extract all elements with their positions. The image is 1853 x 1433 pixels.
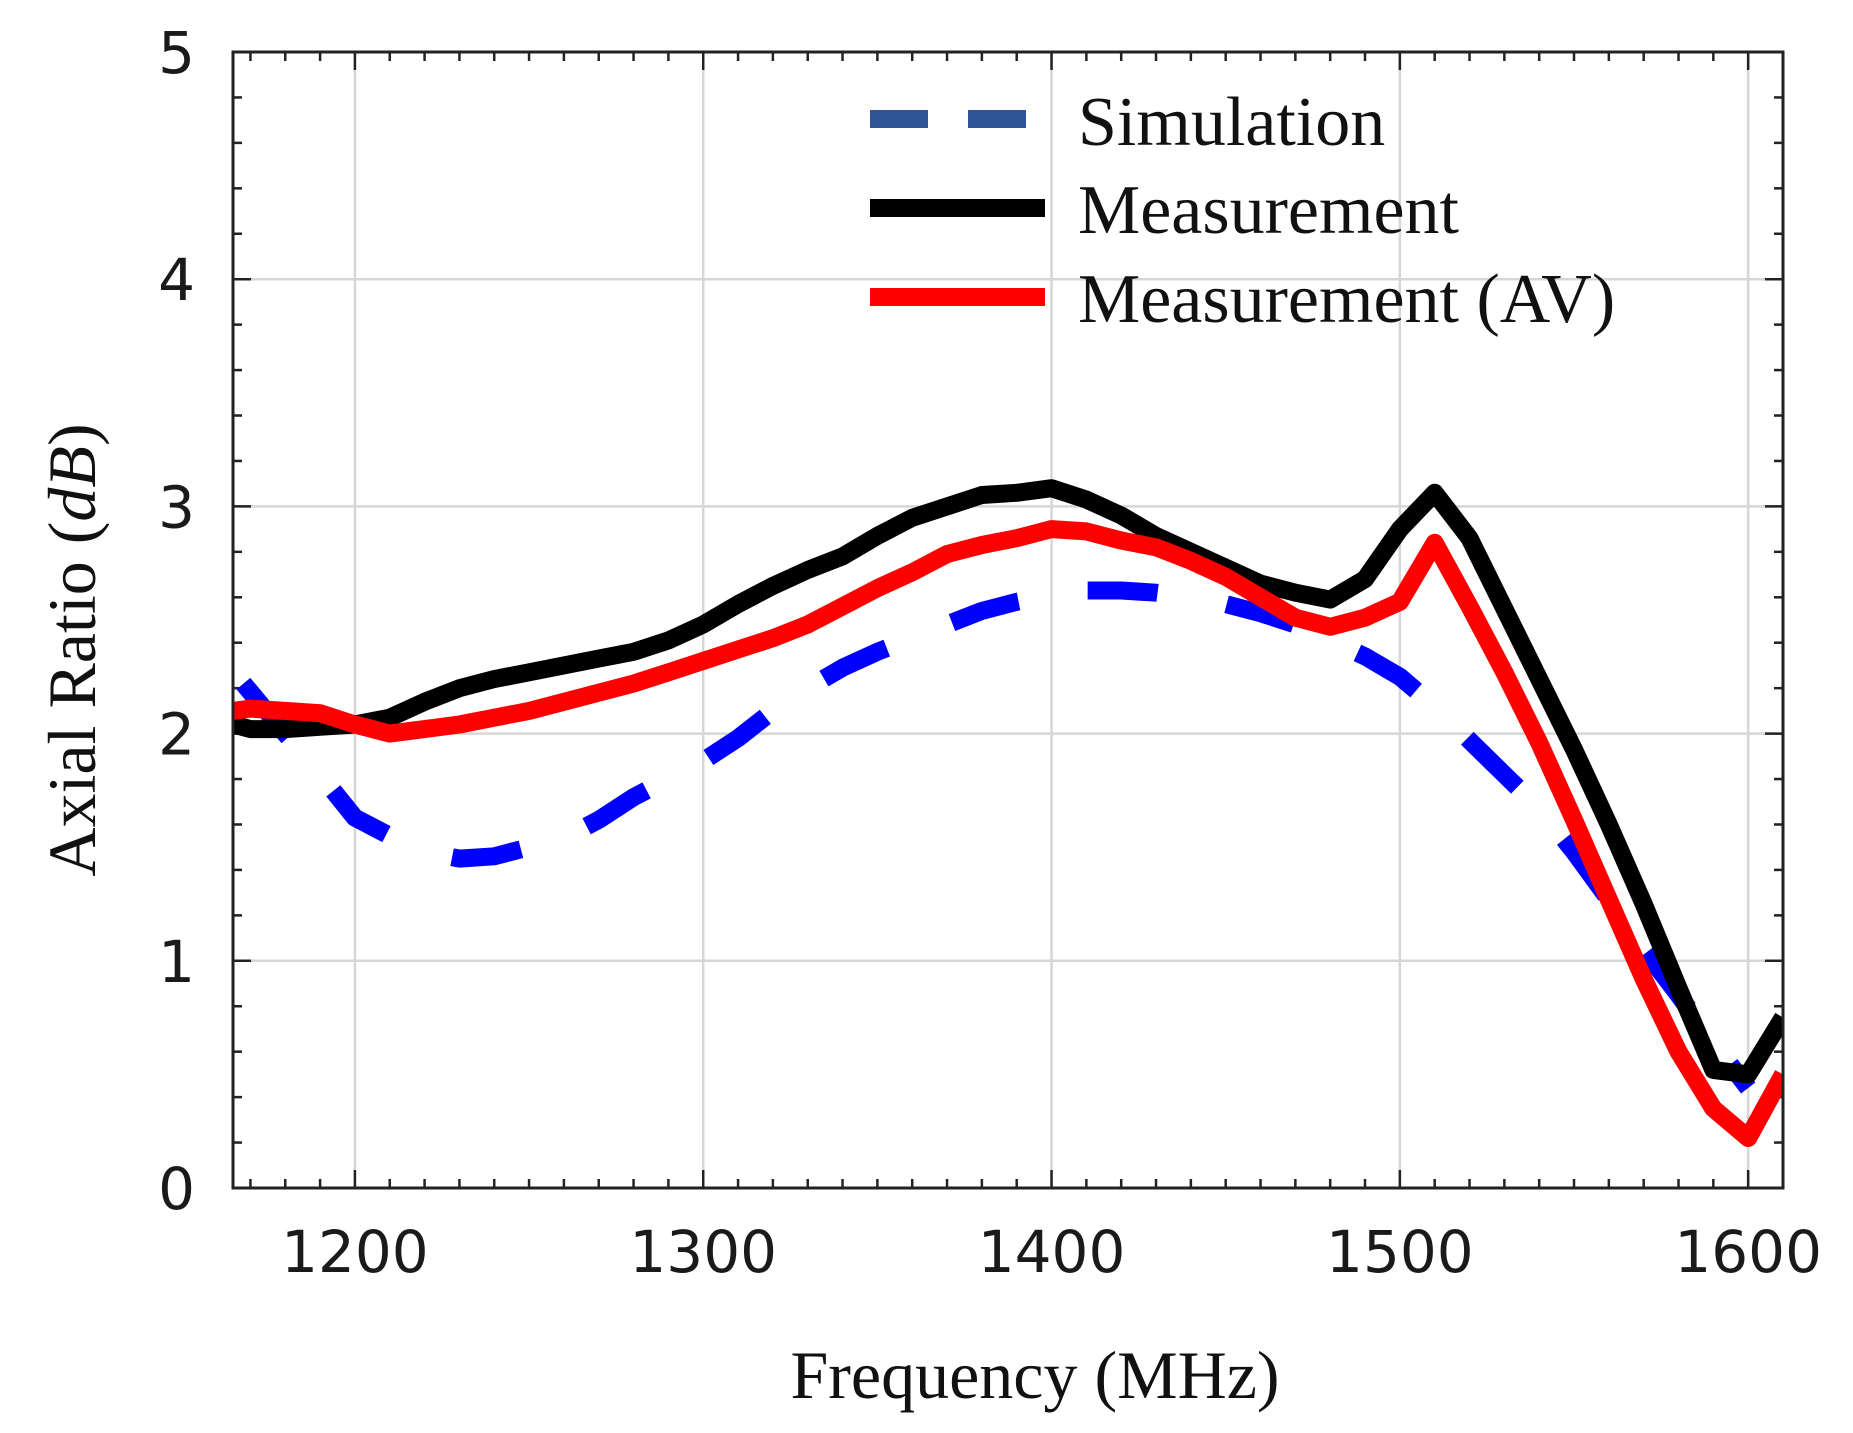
y-tick-label: 5: [158, 19, 195, 87]
y-tick-label: 4: [158, 246, 195, 314]
y-axis-title: Axial Ratio (dB): [34, 423, 110, 876]
y-axis-title-close: ): [34, 423, 110, 446]
legend-label-measurement: Measurement: [1078, 172, 1460, 249]
x-tick-label: 1600: [1674, 1218, 1822, 1286]
x-tick-label: 1200: [281, 1218, 429, 1286]
legend: Simulation Measurement Measurement (AV): [870, 84, 1615, 338]
series-layer: [233, 479, 1783, 1147]
series-line-measurement: [233, 479, 1783, 1084]
x-axis-title: Frequency (MHz): [790, 1337, 1279, 1413]
x-tick-label: 1400: [978, 1218, 1126, 1286]
series-line-simulation: [236, 581, 1756, 1094]
x-tick-labels: 1200 1300 1400 1500 1600: [281, 1218, 1822, 1286]
y-tick-label: 2: [158, 701, 195, 769]
y-tick-label: 3: [158, 473, 195, 541]
x-tick-label: 1300: [629, 1218, 777, 1286]
legend-label-measurement-av: Measurement (AV): [1078, 261, 1615, 338]
x-tick-label: 1500: [1326, 1218, 1474, 1286]
y-tick-label: 0: [158, 1155, 195, 1223]
plot-frame: [231, 50, 1785, 1190]
series-line-measurement-av: [233, 520, 1783, 1147]
y-axis-title-main: Axial Ratio (: [34, 522, 110, 877]
y-axis-title-unit: dB: [34, 446, 110, 522]
y-tick-label: 1: [158, 928, 195, 996]
legend-label-simulation: Simulation: [1078, 84, 1385, 161]
y-tick-labels: 0 1 2 3 4 5: [158, 19, 195, 1223]
